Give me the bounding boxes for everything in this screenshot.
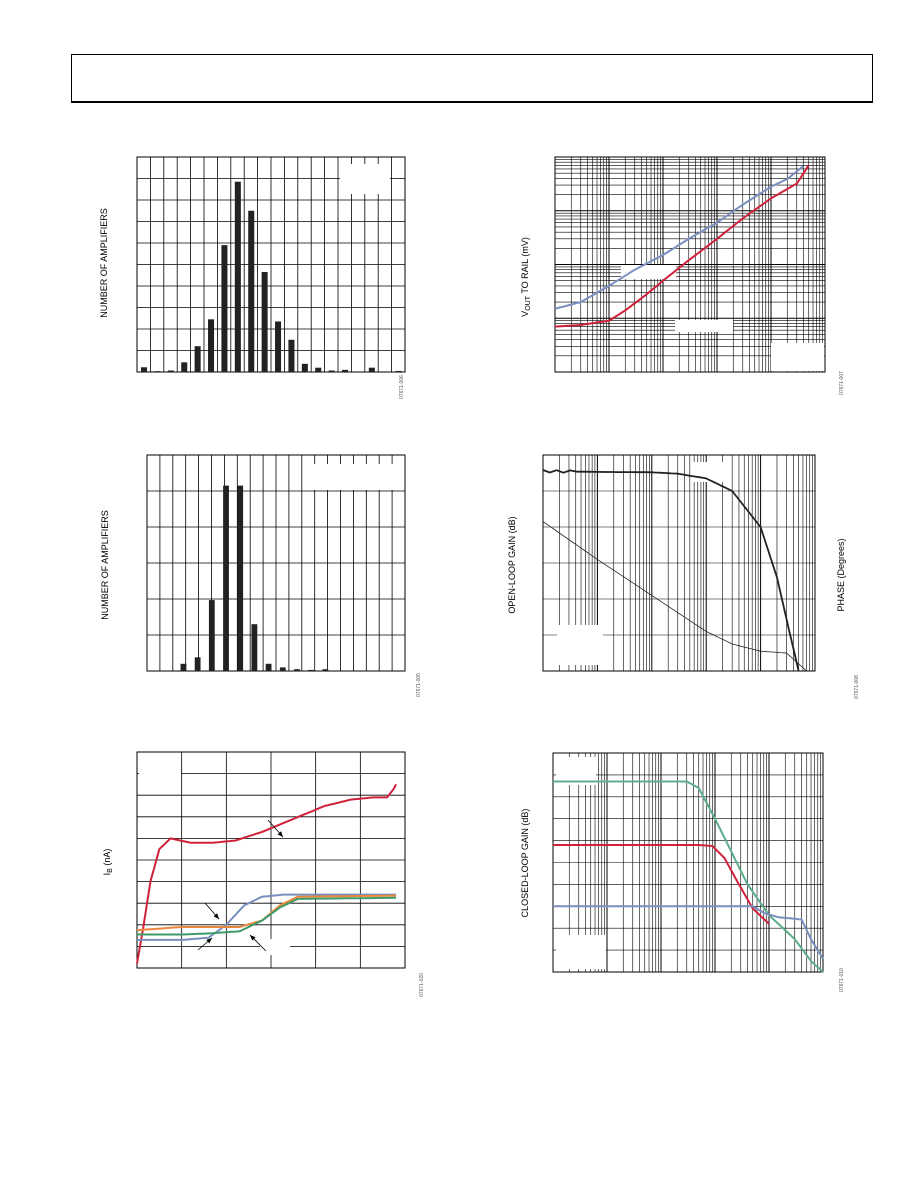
legend-box (557, 625, 603, 665)
bias-current-chart: IB (nA) 07671-020 (102, 751, 425, 997)
histogram-bar (181, 362, 188, 372)
plot-area (554, 156, 826, 373)
plot-frame (136, 156, 406, 373)
histogram-bar (261, 272, 268, 372)
plot-area (136, 156, 406, 373)
legend-box (139, 755, 181, 793)
histogram-bar (294, 669, 300, 671)
legend-box (310, 464, 400, 490)
histogram-bar (208, 600, 215, 671)
legend-box (621, 265, 676, 279)
histogram-bar (342, 369, 349, 372)
vout-to-rail-chart: VOUT TO RAIL (mV) 07671-007 (520, 156, 845, 395)
plot-area (146, 454, 406, 672)
series-line (137, 893, 397, 941)
histogram-bar (265, 663, 272, 671)
legend-box (771, 343, 824, 371)
legend-box (556, 935, 606, 969)
plot-area (136, 751, 406, 969)
plot-area (542, 454, 816, 672)
histogram-bar (223, 485, 229, 671)
series-line (553, 844, 770, 925)
plot-frame (554, 156, 826, 373)
legend-box (556, 757, 596, 785)
figure-code: 07671-010 (839, 968, 845, 992)
histogram-bar (154, 371, 161, 372)
histogram-chart-top: NUMBER OF AMPLIFIERS 07671-006 (99, 156, 406, 399)
figure-code: 07671-005 (416, 673, 422, 697)
series-line (553, 905, 824, 960)
series-line (554, 164, 810, 328)
histogram-bar (237, 485, 244, 671)
legend-box (340, 164, 390, 194)
annotation-arrows (197, 819, 284, 952)
series-line (542, 521, 807, 672)
figure-code: 07671-006 (399, 375, 405, 399)
plot-area (552, 752, 824, 973)
figure-code: 07671-020 (419, 973, 425, 997)
page-header-box (71, 54, 873, 103)
plot-frame (542, 454, 816, 672)
y-axis-label-right: PHASE (Degrees) (836, 538, 846, 611)
histogram-chart-middle: NUMBER OF AMPLIFIERS 07671-005 (100, 454, 422, 697)
histogram-bar (208, 319, 215, 372)
y-axis-label: NUMBER OF AMPLIFIERS (100, 510, 110, 620)
y-axis-label: NUMBER OF AMPLIFIERS (99, 208, 109, 318)
histogram-bar (301, 363, 308, 372)
y-axis-label: VOUT TO RAIL (mV) (520, 237, 532, 317)
y-axis-label: CLOSED-LOOP GAIN (dB) (520, 809, 530, 918)
histogram-bar (251, 624, 258, 671)
annotation-arrow-head (250, 935, 256, 941)
histogram-bar (234, 181, 241, 372)
histogram-bar (368, 367, 375, 372)
histogram-bar (248, 210, 255, 372)
histogram-bar (194, 346, 201, 372)
histogram-bar (221, 245, 228, 372)
annotation-arrow-head (206, 938, 212, 944)
histogram-bar (180, 663, 187, 671)
series-line (553, 780, 824, 973)
histogram-bar (141, 367, 148, 372)
y-axis-label: IB (nA) (102, 849, 114, 876)
closed-loop-gain-chart: CLOSED-LOOP GAIN (dB) 07671-010 (520, 752, 845, 992)
figure-code: 07671-008 (854, 675, 860, 699)
series-line (137, 896, 397, 936)
histogram-bar (322, 669, 329, 671)
plot-frame (146, 454, 406, 672)
histogram-bar (194, 657, 201, 671)
y-axis-label-left: OPEN-LOOP GAIN (dB) (507, 516, 517, 613)
histogram-bar (315, 367, 322, 372)
open-loop-gain-chart: OPEN-LOOP GAIN (dB) PHASE (Degrees) 0767… (507, 454, 860, 699)
series-line (554, 165, 805, 310)
series-line (136, 783, 397, 964)
histogram-bar (288, 339, 295, 372)
histogram-bar (395, 370, 402, 372)
histogram-bar (275, 321, 282, 372)
series-line (542, 469, 800, 672)
histogram-bar (308, 669, 315, 671)
legend-box (260, 939, 290, 955)
annotation-arrow-head (213, 913, 219, 919)
legend-box (675, 320, 733, 332)
histogram-bar (167, 370, 174, 372)
plot-frame (136, 751, 406, 969)
figure-code: 07671-007 (839, 371, 845, 395)
annotation-arrow-head (277, 831, 283, 837)
series-line (136, 894, 397, 932)
histogram-bar (328, 370, 335, 372)
plot-frame (552, 752, 824, 973)
histogram-bar (279, 667, 286, 671)
